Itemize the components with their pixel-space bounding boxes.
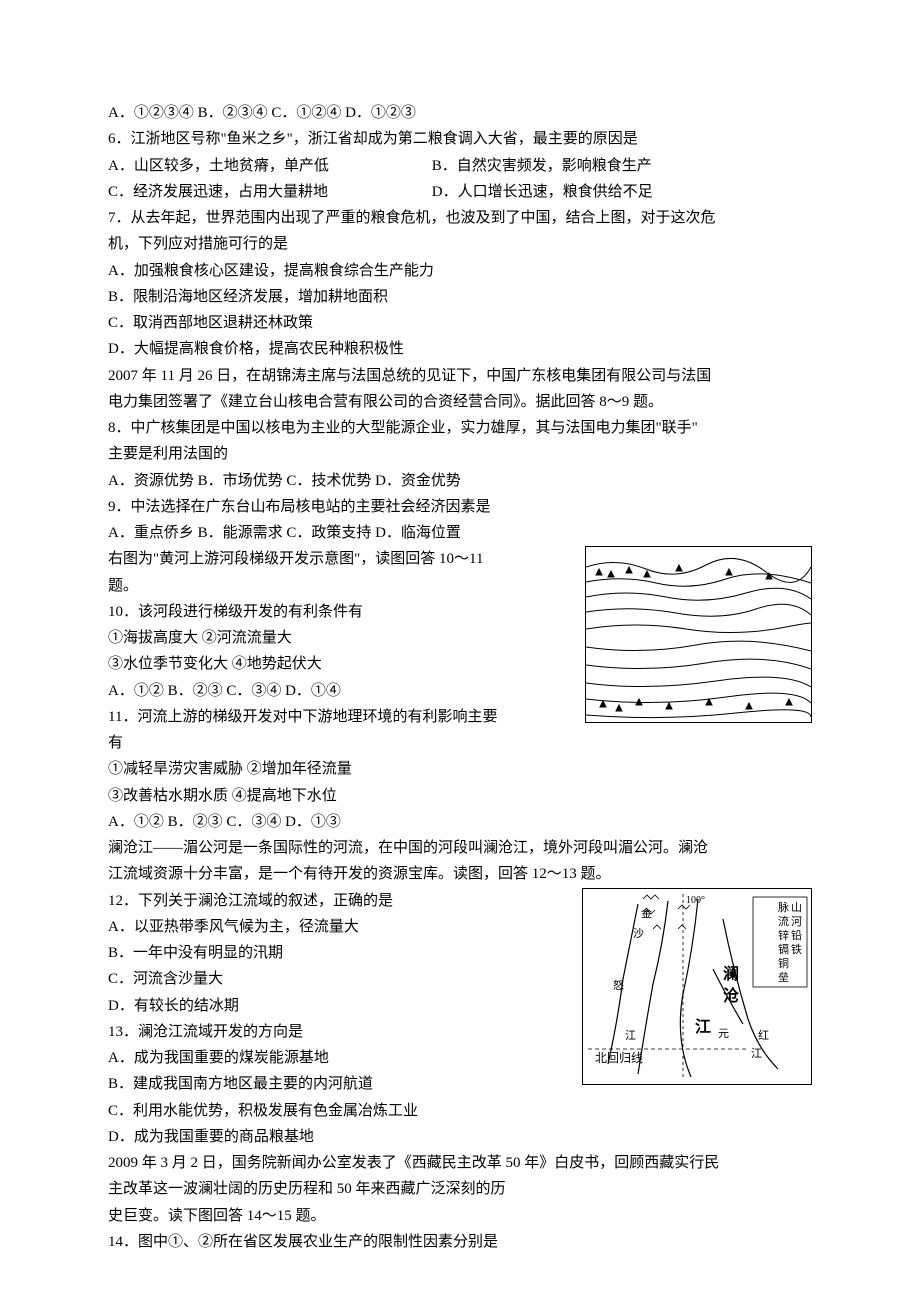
- intro-14-15-line2: 主改革这一波澜壮阔的历史历程和 50 年来西藏广泛深刻的历: [108, 1176, 812, 1202]
- svg-text:元: 元: [718, 1028, 729, 1040]
- q7-choice-c: C．取消西部地区退耕还林政策: [108, 310, 812, 336]
- q8-choices: A．资源优势 B．市场优势 C．技术优势 D．资金优势: [108, 468, 812, 494]
- intro-8-9-line2: 电力集团签署了《建立台山核电合营有限公司的合资经营合同》。据此回答 8～9 题。: [108, 389, 812, 415]
- q7-choice-b: B．限制沿海地区经济发展，增加耕地面积: [108, 284, 812, 310]
- q9-stem: 9．中法选择在广东台山布局核电站的主要社会经济因素是: [108, 494, 812, 520]
- svg-text:江: 江: [695, 1018, 711, 1036]
- svg-text:脉: 脉: [778, 900, 789, 914]
- svg-text:河: 河: [791, 915, 802, 928]
- q9-choices: A．重点侨乡 B．能源需求 C．政策支持 D．临海位置: [108, 520, 812, 546]
- river-terraces-image: [585, 546, 812, 723]
- q11-opts1: ①减轻旱涝灾害威胁 ②增加年径流量: [108, 756, 812, 782]
- q6-choice-c: C．经济发展迅速，占用大量耕地: [108, 179, 428, 205]
- svg-text:澜: 澜: [723, 964, 739, 983]
- q6-choices-row1: A．山区较多，土地贫瘠，单产低 B．自然灾害频发，影响粮食生产: [108, 153, 812, 179]
- q5-choices: A．①②③④ B．②③④ C．①②④ D．①②③: [108, 100, 812, 126]
- q8-stem-line1: 8．中广核集团是中国以核电为主业的大型能源企业，实力雄厚，其与法国电力集团"联手…: [108, 415, 812, 441]
- q6-choice-d: D．人口增长迅速，粮食供给不足: [432, 179, 653, 205]
- q11-stem-line2: 有: [108, 730, 812, 756]
- svg-text:沙: 沙: [633, 927, 644, 940]
- svg-text:江: 江: [751, 1047, 762, 1060]
- svg-text:流: 流: [778, 914, 789, 928]
- svg-text:镉: 镉: [778, 942, 789, 956]
- q14-stem: 14．图中①、②所在省区发展农业生产的限制性因素分别是: [108, 1229, 812, 1255]
- lancang-map-image: 100° 北回归线 脉 山 流 河 锌 铅 镉 铁 铜 垒 澜 沧 江 金 沙 …: [582, 888, 812, 1085]
- intro-14-15-line3: 史巨变。读下图回答 14～15 题。: [108, 1203, 812, 1229]
- intro-12-13-line2: 江流域资源十分丰富，是一个有待开发的资源宝库。读图，回答 12～13 题。: [108, 861, 812, 887]
- q11-choices: A．①② B．②③ C．③④ D．①③: [108, 809, 812, 835]
- svg-text:金: 金: [641, 906, 652, 920]
- svg-text:山: 山: [791, 901, 802, 914]
- q13-choice-d: D．成为我国重要的商品粮基地: [108, 1124, 812, 1150]
- q8-stem-line2: 主要是利用法国的: [108, 441, 812, 467]
- q6-choice-b: B．自然灾害频发，影响粮食生产: [432, 153, 652, 179]
- q11-opts2: ③改善枯水期水质 ④提高地下水位: [108, 783, 812, 809]
- q7-stem-line1: 7．从去年起，世界范围内出现了严重的粮食危机，也波及到了中国，结合上图，对于这次…: [108, 205, 812, 231]
- svg-text:怒: 怒: [613, 978, 624, 992]
- map-lon-label: 100°: [686, 895, 705, 906]
- intro-14-15-line1: 2009 年 3 月 2 日，国务院新闻办公室发表了《西藏民主改革 50 年》白…: [108, 1150, 812, 1176]
- svg-text:铁: 铁: [791, 943, 802, 956]
- intro-8-9-line1: 2007 年 11 月 26 日，在胡锦涛主席与法国总统的见证下，中国广东核电集…: [108, 363, 812, 389]
- svg-text:铜: 铜: [778, 956, 789, 970]
- svg-text:红: 红: [758, 1029, 769, 1042]
- q7-stem-line2: 机，下列应对措施可行的是: [108, 231, 812, 257]
- svg-text:铅: 铅: [791, 928, 802, 942]
- q6-choice-a: A．山区较多，土地贫瘠，单产低: [108, 153, 428, 179]
- svg-text:垒: 垒: [778, 971, 789, 984]
- svg-text:江: 江: [625, 1029, 636, 1042]
- q7-choice-a: A．加强粮食核心区建设，提高粮食综合生产能力: [108, 258, 812, 284]
- map-tropic-label: 北回归线: [595, 1051, 643, 1065]
- q7-choice-d: D．大幅提高粮食价格，提高农民种粮积极性: [108, 336, 812, 362]
- q6-choices-row2: C．经济发展迅速，占用大量耕地 D．人口增长迅速，粮食供给不足: [108, 179, 812, 205]
- q13-choice-c: C．利用水能优势，积极发展有色金属冶炼工业: [108, 1098, 812, 1124]
- svg-text:锌: 锌: [778, 928, 789, 942]
- svg-text:沧: 沧: [723, 986, 739, 1005]
- intro-12-13-line1: 澜沧江——湄公河是一条国际性的河流，在中国的河段叫澜沧江，境外河段叫湄公河。澜沧: [108, 835, 812, 861]
- q6-stem: 6．江浙地区号称"鱼米之乡"，浙江省却成为第二粮食调入大省，最主要的原因是: [108, 126, 812, 152]
